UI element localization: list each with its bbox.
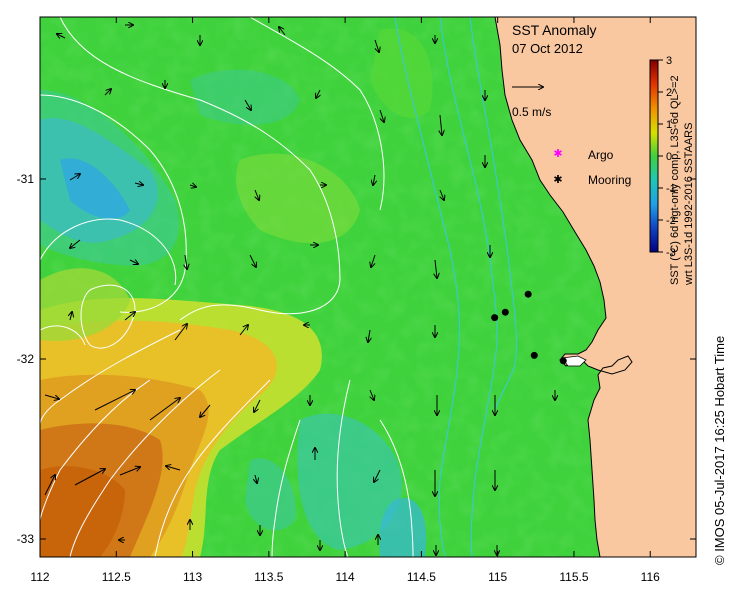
rottnest-island [561,355,587,367]
current-vector [129,260,138,264]
current-vector [44,475,55,496]
colorbar-tick-label: 1 [666,119,672,131]
current-vector [149,398,180,421]
mooring-marker [530,351,538,359]
current-vector [185,254,187,269]
current-vector [371,254,376,267]
mooring-marker [501,308,509,316]
current-vector [239,325,248,336]
mooring-markers [491,290,567,365]
mooring-marker [524,290,532,298]
current-vector [74,469,105,486]
cool-anomaly-south [297,413,402,550]
colorbar-ticks: 3 2 1 0 -1 -2 -3 [658,55,676,259]
current-vector [69,174,80,181]
current-vector [44,394,59,399]
x-tick-label: 114.5 [407,570,436,584]
current-vector [373,174,375,185]
current-vector [104,89,111,96]
current-vectors [44,25,555,555]
current-vector [379,109,384,122]
colorbar-tick-label: -2 [666,215,676,227]
current-vector [119,467,140,476]
credit-text: © IMOS 05-Jul-2017 16:25 Hobart Time [712,335,727,565]
current-vector [368,329,370,342]
current-vector [440,114,442,135]
warm-anomaly-eddy [40,268,130,341]
x-tick-label: 112 [30,570,49,584]
colorbar [649,59,659,253]
map-date: 07 Oct 2012 [512,41,583,56]
x-tick-label: 115.5 [559,570,588,584]
x-tick-label: 112.5 [102,570,131,584]
current-vector [244,99,251,110]
x-tick-label: 116 [641,570,660,584]
current-vector [254,399,261,412]
legend-mooring-label: Mooring [588,173,631,187]
current-vector [70,312,72,321]
colorbar-tick-label: 2 [666,87,672,99]
current-vector [370,389,374,400]
current-vector [70,239,81,248]
current-vector [134,183,143,185]
star-icon: ✱ [553,174,562,186]
cool-anomaly-north [190,69,300,125]
warm-anomaly-northeast [370,28,433,119]
legend-argo-label: Argo [588,148,614,162]
current-vector [174,324,187,341]
colorbar-tick-label: -3 [666,247,676,259]
map-title: SST Anomaly [512,22,597,38]
axis-tick-labels: 112 112.5 113 113.5 114 114.5 115 115.5 116 -31 -3… [17,172,660,584]
colorbar-tick-label: -1 [666,183,676,195]
cool-anomaly-southeast [379,498,427,557]
x-tick-label: 113.5 [254,570,283,584]
bathymetry-contour-deep [394,17,461,557]
map-plot-area [40,17,696,557]
bathymetry-contour-mid [439,17,498,557]
y-tick-label: -31 [17,172,35,186]
colorbar-label-line1: SST (°C) 6d ngt-only comp, L3S-6d QL>=2 [669,75,681,285]
current-vector [94,390,135,411]
mooring-marker [559,357,567,365]
current-vector [189,185,196,187]
colorbar-tick-label: 3 [666,55,672,67]
colorbar-label-line2: wrt L3S-1d 1992-2016 SSTAARS [683,123,695,286]
current-vector [255,189,259,200]
current-vector [316,89,320,98]
current-vector [279,27,286,36]
x-tick-label: 113 [183,570,202,584]
warm-anomaly-center [236,153,360,244]
y-tick-label: -32 [17,352,35,366]
y-tick-label: -33 [17,532,35,546]
current-vector [200,404,211,417]
current-vector [57,34,66,38]
current-vector [124,312,135,321]
x-tick-label: 114 [336,570,355,584]
mooring-marker [491,314,499,322]
current-vector [435,259,437,278]
colorbar-tick-label: 0 [666,151,672,163]
star-icon: ✱ [553,148,562,160]
current-vector [249,254,256,267]
current-vector [166,466,181,471]
cool-anomaly-halo [40,90,179,266]
axis-ticks [39,17,696,557]
map-frame [39,16,697,558]
current-vector [374,39,379,52]
x-tick-label: 115 [488,570,507,584]
vector-scale-label: 0.5 m/s [512,105,551,119]
ssh-contours [40,17,414,557]
current-vector [440,189,444,200]
current-vector [255,474,257,483]
current-vector [374,469,381,482]
